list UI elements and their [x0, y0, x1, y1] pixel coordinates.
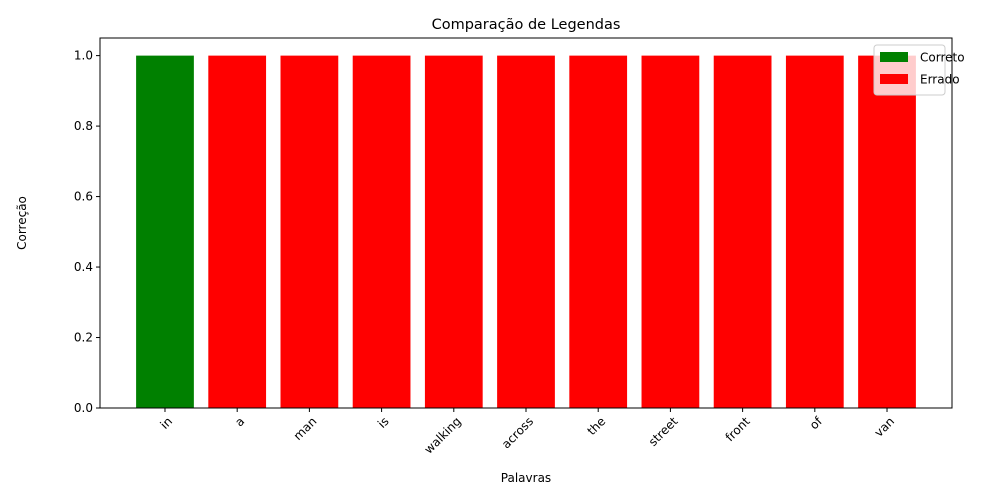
- y-tick-label: 0.6: [74, 190, 93, 204]
- bar-is: [352, 55, 411, 408]
- y-tick-label: 0.2: [74, 331, 93, 345]
- x-tick-label: a: [232, 414, 247, 429]
- legend-swatch-errado: [880, 74, 908, 84]
- y-axis: 0.0 0.2 0.4 0.6 0.8 1.0: [74, 49, 100, 415]
- bar-van: [858, 55, 916, 408]
- bar-of: [785, 55, 844, 408]
- x-tick-label: man: [291, 414, 320, 443]
- legend-label-correto: Correto: [920, 51, 965, 65]
- y-axis-label: Correção: [15, 196, 29, 250]
- x-tick-label: front: [723, 414, 753, 444]
- bars-group: [136, 55, 916, 408]
- bar-front: [713, 55, 772, 408]
- y-tick-label: 0.0: [74, 401, 93, 415]
- legend-label-errado: Errado: [920, 73, 960, 87]
- bar-street: [641, 55, 700, 408]
- bar-walking: [424, 55, 483, 408]
- x-tick-label: street: [646, 414, 681, 449]
- plot-frame: [99, 37, 953, 409]
- bar-a: [208, 55, 267, 408]
- chart-title: Comparação de Legendas: [432, 17, 621, 33]
- bar-the: [569, 55, 628, 408]
- y-tick-label: 1.0: [74, 49, 93, 63]
- legend: Correto Errado: [873, 44, 965, 96]
- x-tick-label: in: [157, 414, 175, 432]
- x-tick-label: van: [872, 414, 898, 440]
- y-tick-label: 0.8: [74, 119, 93, 133]
- x-tick-label: of: [807, 414, 826, 433]
- x-axis-label: Palavras: [501, 471, 551, 485]
- bar-in: [136, 55, 194, 408]
- y-tick-label: 0.4: [74, 260, 93, 274]
- legend-swatch-correto: [880, 52, 908, 62]
- x-axis: in a man is walking across the street front of van: [157, 408, 897, 457]
- x-tick-label: walking: [421, 414, 463, 456]
- x-tick-label: the: [584, 414, 608, 438]
- bar-man: [280, 55, 339, 408]
- bar-across: [497, 55, 555, 408]
- x-tick-label: across: [499, 414, 536, 451]
- x-tick-label: is: [375, 414, 392, 431]
